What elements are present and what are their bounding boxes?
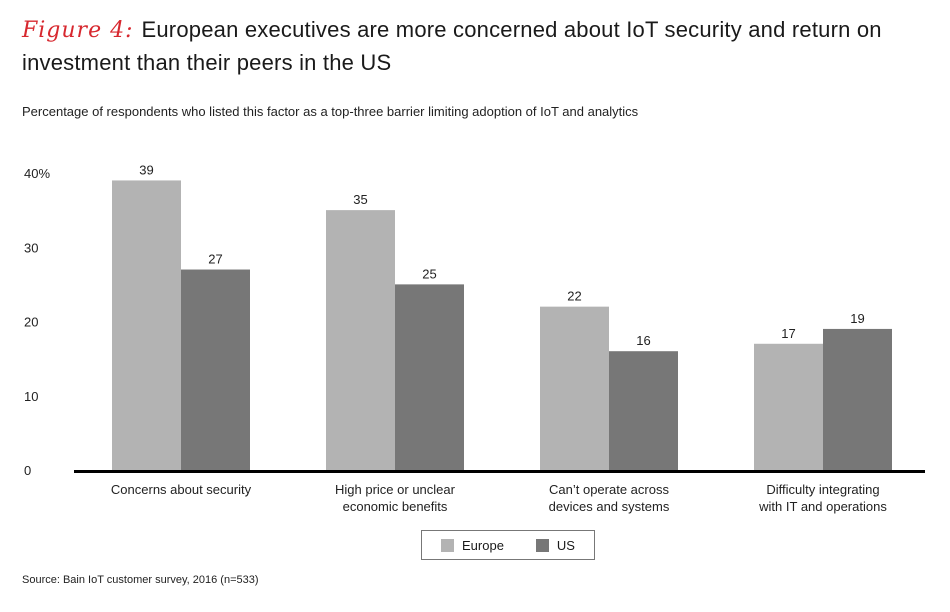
category-label: economic benefits <box>343 499 448 514</box>
y-tick-label: 0 <box>24 463 31 478</box>
y-tick-label: 30 <box>24 240 38 255</box>
category-label: Can’t operate across <box>549 482 669 497</box>
category-label: High price or unclear <box>335 482 456 497</box>
legend: Europe US <box>421 530 595 560</box>
legend-item-europe: Europe <box>441 538 504 553</box>
bar-us-3 <box>823 328 892 470</box>
value-label: 39 <box>139 162 153 177</box>
category-label: Concerns about security <box>111 482 252 497</box>
category-label: with IT and operations <box>758 499 887 514</box>
bar-chart: 0 10 20 30 40% 39 35 22 17 27 25 16 19 Concerns about… <box>24 162 925 514</box>
value-label: 27 <box>208 252 222 267</box>
title-text: European executives are more concerned a… <box>22 17 882 75</box>
bar-us-1 <box>395 284 464 470</box>
bar-us-2 <box>609 351 678 470</box>
value-label: 16 <box>636 333 650 348</box>
chart-title: Figure 4: European executives are more co… <box>22 14 937 79</box>
value-label: 25 <box>422 266 436 281</box>
bar-us-0 <box>181 269 250 470</box>
value-label: 22 <box>567 289 581 304</box>
y-tick-label: 40% <box>24 166 50 181</box>
category-label: devices and systems <box>549 499 670 514</box>
bar-europe-3 <box>754 343 823 470</box>
bar-europe-1 <box>326 210 395 470</box>
chart-subtitle: Percentage of respondents who listed thi… <box>22 104 639 119</box>
legend-swatch-europe <box>441 538 454 552</box>
value-label: 19 <box>850 311 864 326</box>
value-label: 35 <box>353 192 367 207</box>
y-tick-label: 10 <box>24 389 38 404</box>
legend-label-europe: Europe <box>462 537 504 553</box>
legend-label-us: US <box>556 537 575 553</box>
bar-europe-2 <box>540 306 609 470</box>
source-note: Source: Bain IoT customer survey, 2016 (… <box>22 574 259 586</box>
figure-label: Figure 4: <box>22 18 134 43</box>
legend-swatch-us <box>535 538 549 552</box>
y-tick-label: 20 <box>24 315 38 330</box>
bar-europe-0 <box>112 180 181 471</box>
legend-item-us: US <box>535 537 575 553</box>
value-label: 17 <box>781 326 795 341</box>
category-label: Difficulty integrating <box>766 482 879 497</box>
